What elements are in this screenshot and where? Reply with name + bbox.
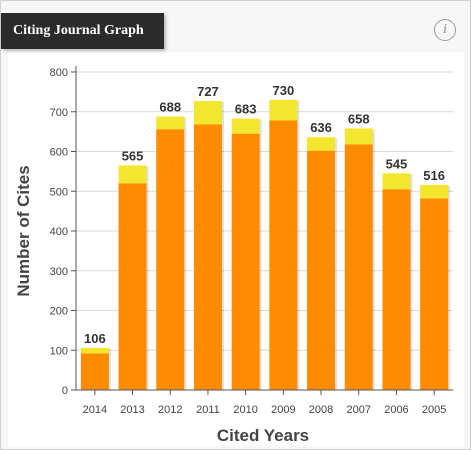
y-tick-label: 0: [62, 385, 68, 397]
y-tick-label: 300: [50, 266, 68, 278]
y-tick-label: 500: [50, 186, 68, 198]
bar-top-2005: [420, 184, 449, 199]
bar-top-2013: [118, 165, 147, 184]
data-label-2012: 688: [159, 100, 181, 115]
y-tick-label: 200: [50, 306, 68, 318]
x-axis-title: Cited Years: [217, 426, 309, 445]
bar-base-2013: [118, 183, 147, 390]
data-label-2007: 658: [348, 111, 370, 126]
x-tick-label-2012: 2012: [158, 404, 182, 416]
y-tick-label: 600: [50, 147, 68, 159]
y-tick-label: 800: [50, 67, 68, 79]
x-tick-label-2010: 2010: [233, 404, 257, 416]
bar-top-2010: [231, 118, 260, 134]
x-tick-label-2007: 2007: [347, 404, 371, 416]
bar-base-2014: [80, 353, 109, 390]
bar-base-2009: [269, 120, 298, 391]
y-tick-label: 400: [50, 226, 68, 238]
bar-top-2009: [269, 99, 298, 121]
data-label-2013: 565: [122, 148, 144, 163]
data-label-2005: 516: [423, 168, 445, 183]
bar-top-2007: [344, 128, 373, 145]
data-label-2010: 683: [235, 102, 257, 117]
bar-base-2011: [193, 124, 222, 390]
y-tick-label: 100: [50, 345, 68, 357]
x-tick-label-2014: 2014: [83, 404, 107, 416]
info-icon[interactable]: i: [434, 19, 456, 41]
bar-top-2006: [382, 173, 411, 190]
x-tick-label-2011: 2011: [196, 404, 220, 416]
x-tick-label-2008: 2008: [309, 404, 333, 416]
bar-base-2012: [156, 129, 185, 391]
data-label-2006: 545: [386, 156, 408, 171]
bar-top-2011: [193, 101, 222, 125]
bar-top-2014: [80, 347, 109, 354]
bar-base-2008: [307, 150, 336, 390]
x-tick-label-2005: 2005: [422, 404, 446, 416]
data-label-2008: 636: [310, 120, 332, 135]
x-tick-label-2009: 2009: [271, 404, 295, 416]
data-label-2009: 730: [272, 83, 294, 98]
bar-base-2005: [420, 198, 449, 390]
bar-base-2007: [344, 144, 373, 390]
panel-title: Citing Journal Graph: [1, 13, 164, 49]
bar-base-2010: [231, 133, 260, 391]
x-tick-label-2013: 2013: [120, 404, 144, 416]
x-tick-label-2006: 2006: [384, 404, 408, 416]
data-label-2011: 727: [197, 84, 219, 99]
data-label-2014: 106: [84, 331, 106, 346]
bar-base-2006: [382, 189, 411, 390]
bar-top-2008: [307, 137, 336, 151]
y-tick-label: 700: [50, 107, 68, 119]
bar-top-2012: [156, 116, 185, 130]
y-axis-title: Number of Cites: [14, 165, 33, 296]
